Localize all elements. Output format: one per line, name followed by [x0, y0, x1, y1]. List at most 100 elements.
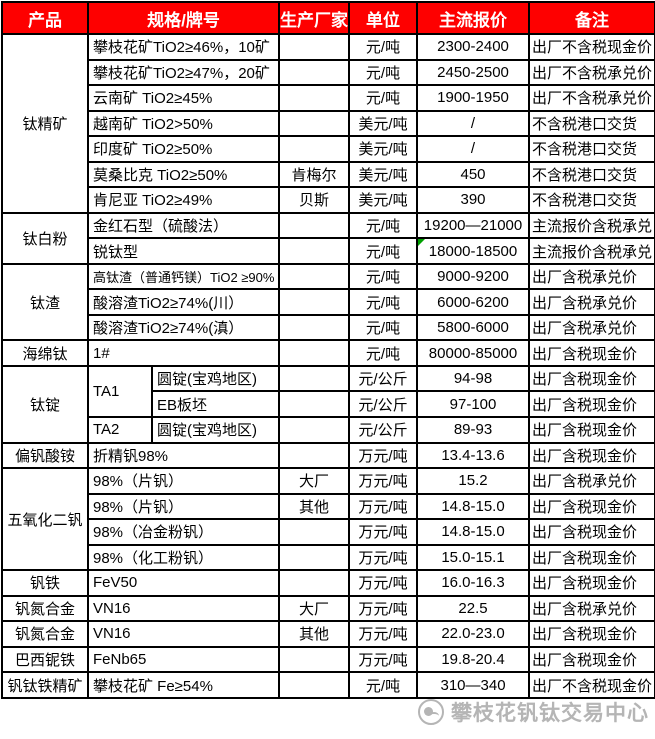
price-cell: / [416, 109, 531, 138]
price-cell: 15.2 [416, 467, 531, 495]
manufacturer-cell [278, 84, 351, 112]
spec-cell: VN16 [86, 594, 281, 623]
spec-cell: 98%（冶金粉钒） [86, 518, 281, 546]
product-cell: 钒铁 [1, 569, 89, 597]
table-row: 钒铁 FeV50 万元/吨 16.0-16.3 出厂含税现金价 [1, 569, 655, 597]
price-cell: 80000-85000 [416, 339, 531, 367]
spec-cell: 攀枝花矿TiO2≥46%，10矿 [86, 33, 281, 61]
note-cell: 不含税港口交货 [528, 135, 655, 163]
unit-cell: 万元/吨 [348, 569, 419, 597]
unit-cell: 元/吨 [348, 313, 419, 342]
product-cell: 五氧化二钒 [1, 467, 89, 572]
table-row: 印度矿 TiO2≥50% 美元/吨 / 不含税港口交货 [2, 135, 655, 163]
unit-cell: 元/吨 [348, 58, 419, 87]
manufacturer-cell: 大厂 [278, 467, 351, 495]
table-row: 肯尼亚 TiO2≥49% 贝斯 美元/吨 390 不含税港口交货 [2, 186, 655, 214]
manufacturer-cell [278, 313, 351, 342]
manufacturer-cell [278, 569, 351, 597]
table-row: 钛白粉 金红石型（硫酸法） 元/吨 19200—21000 主流报价含税承兑 [1, 211, 655, 265]
manufacturer-cell: 贝斯 [278, 186, 351, 214]
manufacturer-cell [278, 288, 351, 316]
spec-cell: 越南矿 TiO2>50% [86, 109, 281, 138]
table-row: 莫桑比克 TiO2≥50% 肯梅尔 美元/吨 450 不含税港口交货 [2, 160, 655, 189]
note-cell: 出厂含税现金价 [528, 492, 655, 521]
unit-cell: 元/公斤 [348, 364, 419, 393]
spec-cell: 1# [86, 339, 281, 367]
spec-cell: FeNb65 [86, 645, 281, 674]
product-cell: 钒氮合金 [1, 594, 89, 623]
table-row: 98%（冶金粉钒） 万元/吨 14.8-15.0 出厂含税现金价 [2, 518, 655, 546]
table-row: 钒钛铁精矿 攀枝花矿 Fe≥54% 元/吨 310—340 出厂不含税现金价 [1, 671, 655, 699]
col-header-unit: 单位 [348, 1, 419, 35]
manufacturer-cell [278, 415, 351, 444]
manufacturer-cell [278, 671, 351, 699]
manufacturer-cell [278, 211, 351, 240]
table-row: 五氧化二钒 98%（片钒） 大厂 万元/吨 15.2 出厂含税承兑价 [1, 467, 655, 572]
unit-cell: 万元/吨 [348, 620, 419, 648]
price-cell: 5800-6000 [416, 313, 531, 342]
manufacturer-cell: 其他 [278, 492, 351, 521]
table-row: 锐钛型 元/吨 18000-18500 主流报价含税承兑 [2, 237, 655, 265]
price-value: 18000-18500 [428, 242, 518, 260]
note-cell: 出厂含税现金价 [528, 415, 655, 444]
price-cell: 14.8-15.0 [416, 492, 531, 521]
price-cell: / [416, 135, 531, 163]
product-cell: 海绵钛 [1, 339, 89, 367]
spec-cell: 金红石型（硫酸法） [86, 211, 281, 240]
price-cell: 6000-6200 [416, 288, 531, 316]
price-cell: 19200—21000 [416, 211, 531, 240]
manufacturer-cell [278, 518, 351, 546]
note-cell: 出厂含税承兑价 [528, 313, 655, 342]
manufacturer-cell: 大厂 [278, 594, 351, 623]
unit-cell: 元/吨 [348, 288, 419, 316]
table-row: EB板坯 元/公斤 97-100 出厂含税现金价 [2, 390, 655, 418]
note-cell: 出厂不含税现金价 [528, 671, 655, 699]
spec-cell: 98%（片钒） [86, 492, 281, 521]
price-cell: 310—340 [416, 671, 531, 699]
note-cell: 出厂含税现金价 [528, 518, 655, 546]
unit-cell: 元/吨 [348, 671, 419, 699]
note-cell: 出厂含税承兑价 [528, 467, 655, 495]
price-cell: 2450-2500 [416, 58, 531, 87]
col-header-product: 产品 [1, 1, 89, 35]
grade-cell: TA2 [87, 415, 153, 444]
spec-cell: 肯尼亚 TiO2≥49% [86, 186, 281, 214]
note-cell: 不含税港口交货 [528, 186, 655, 214]
spec-cell: 攀枝花矿TiO2≥47%，20矿 [86, 58, 281, 87]
product-cell: 钛渣 [1, 262, 89, 342]
spec-cell: FeV50 [86, 569, 281, 597]
spec-cell: VN16 [86, 620, 281, 648]
unit-cell: 元/吨 [348, 211, 419, 240]
table-row: 云南矿 TiO2≥45% 元/吨 1900-1950 出厂不含税承兑价 [2, 84, 655, 112]
product-cell: 钒钛铁精矿 [1, 671, 89, 699]
unit-cell: 美元/吨 [348, 160, 419, 189]
price-cell: 22.0-23.0 [416, 620, 531, 648]
col-header-price: 主流报价 [416, 1, 531, 35]
product-cell: 钒氮合金 [1, 620, 89, 648]
price-cell: 9000-9200 [416, 262, 531, 291]
spec-cell: 印度矿 TiO2≥50% [86, 135, 281, 163]
unit-cell: 万元/吨 [348, 543, 419, 572]
unit-cell: 万元/吨 [348, 467, 419, 495]
note-cell: 出厂含税现金价 [528, 645, 655, 674]
price-cell: 94-98 [416, 364, 531, 393]
watermark: 攀枝花钒钛交易中心 [418, 697, 649, 727]
col-header-spec: 规格/牌号 [86, 1, 281, 35]
table-row: 越南矿 TiO2>50% 美元/吨 / 不含税港口交货 [2, 109, 655, 138]
spec-cell: 酸溶渣TiO2≥74%(川） [86, 288, 281, 316]
product-cell: 钛精矿 [1, 33, 89, 214]
manufacturer-cell [278, 364, 351, 393]
table-row: 钛渣 高钛渣（普通钙镁）TiO2 ≥90% 元/吨 9000-9200 出厂含税… [1, 262, 655, 342]
price-cell: 22.5 [416, 594, 531, 623]
price-cell: 89-93 [416, 415, 531, 444]
shape-cell: 圆锭(宝鸡地区) [150, 415, 281, 444]
price-table: 产品 规格/牌号 生产厂家 单位 主流报价 备注 钛精矿 攀枝花矿TiO2≥46… [1, 1, 655, 699]
note-cell: 出厂不含税现金价 [528, 33, 655, 61]
table-row: 巴西铌铁 FeNb65 万元/吨 19.8-20.4 出厂含税现金价 [1, 645, 655, 674]
price-cell: 390 [416, 186, 531, 214]
grade-cell: TA1 [87, 364, 153, 418]
spec-cell: 云南矿 TiO2≥45% [86, 84, 281, 112]
note-cell: 出厂不含税承兑价 [528, 84, 655, 112]
table-row: 酸溶渣TiO2≥74%(滇） 元/吨 5800-6000 出厂含税承兑价 [2, 313, 655, 342]
